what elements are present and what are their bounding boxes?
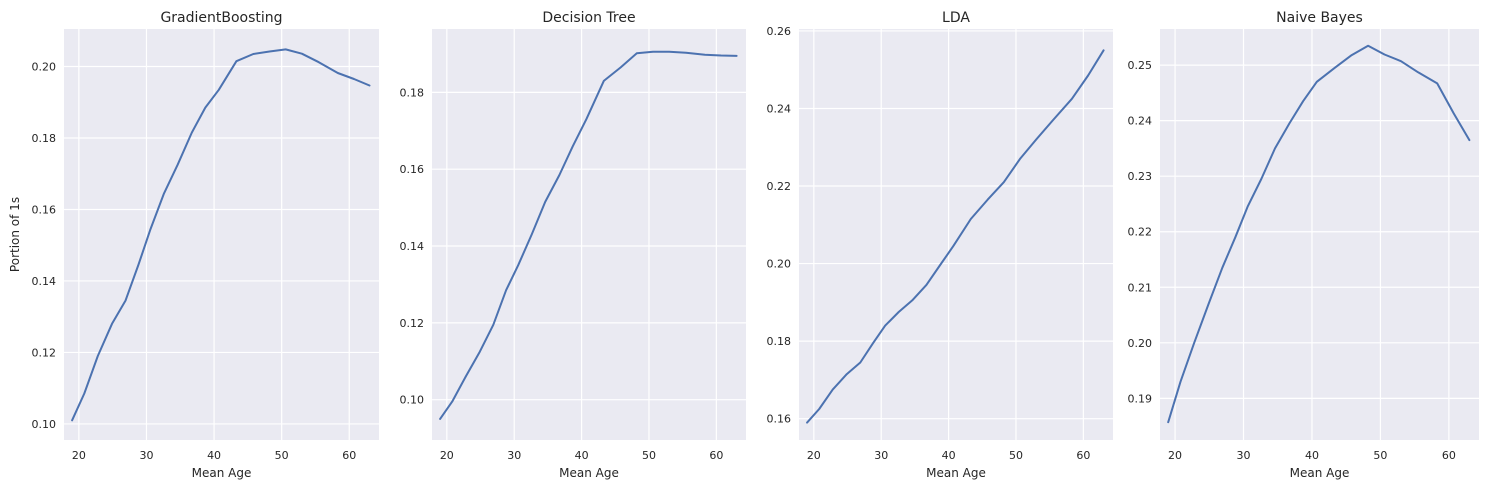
- chart-title: Decision Tree: [542, 10, 635, 26]
- y-tick-label: 0.10: [32, 418, 57, 431]
- y-tick-label: 0.24: [767, 102, 792, 115]
- y-tick-label: 0.19: [1128, 392, 1153, 405]
- chart-title: LDA: [942, 10, 970, 26]
- y-tick-label: 0.18: [32, 132, 57, 145]
- y-tick-label: 0.23: [1128, 170, 1153, 183]
- x-tick-label: 60: [342, 449, 356, 462]
- y-tick-label: 0.25: [1128, 59, 1153, 72]
- series-line: [71, 48, 371, 422]
- subplot-2: 20 30 40 50 60 0.10 0.12 0.14 0.16 0.18 Decision T…: [400, 10, 746, 480]
- chart-title: Naive Bayes: [1276, 10, 1363, 26]
- y-tick-label: 0.18: [400, 86, 425, 99]
- x-axis-label: Mean Age: [192, 466, 252, 480]
- x-tick-label: 60: [1076, 449, 1090, 462]
- series-line: [806, 49, 1105, 424]
- y-tick-label: 0.20: [767, 258, 792, 271]
- x-axis-label: Mean Age: [559, 466, 619, 480]
- x-axis-label: Mean Age: [926, 466, 986, 480]
- series-line: [439, 50, 738, 420]
- plot-area: [1160, 29, 1479, 440]
- x-tick-label: 30: [1237, 449, 1251, 462]
- y-tick-label: 0.26: [767, 25, 792, 38]
- plot-area: [799, 29, 1113, 440]
- x-axis-label: Mean Age: [1290, 466, 1350, 480]
- y-tick-label: 0.22: [1128, 226, 1153, 239]
- x-tick-label: 60: [709, 449, 723, 462]
- x-tick-label: 40: [942, 449, 956, 462]
- y-tick-label: 0.10: [400, 394, 425, 407]
- x-tick-label: 50: [275, 449, 289, 462]
- x-tick-label: 60: [1442, 449, 1456, 462]
- y-tick-label: 0.22: [767, 180, 792, 193]
- y-tick-label: 0.14: [32, 275, 57, 288]
- y-tick-label: 0.12: [400, 317, 425, 330]
- plot-area: [432, 29, 746, 440]
- y-axis-label: Portion of 1s: [8, 197, 22, 272]
- y-tick-label: 0.16: [400, 163, 425, 176]
- x-tick-label: 40: [207, 449, 221, 462]
- y-tick-label: 0.12: [32, 346, 57, 359]
- x-tick-label: 30: [507, 449, 521, 462]
- subplot-3: 20 30 40 50 60 0.16 0.18 0.20 0.22 0.24 0.26 LDA Mea…: [767, 10, 1113, 480]
- plot-area: [64, 29, 379, 440]
- y-tick-label: 0.20: [1128, 337, 1153, 350]
- y-tick-label: 0.21: [1128, 281, 1153, 294]
- x-tick-label: 50: [642, 449, 656, 462]
- x-tick-label: 20: [1168, 449, 1182, 462]
- y-tick-label: 0.14: [400, 240, 425, 253]
- y-tick-label: 0.18: [767, 335, 792, 348]
- x-tick-label: 40: [575, 449, 589, 462]
- subplot-4: 20 30 40 50 60 0.19 0.20 0.21 0.22 0.23 0.24 0.25 Na…: [1128, 10, 1479, 480]
- y-tick-label: 0.24: [1128, 115, 1153, 128]
- x-tick-label: 50: [1373, 449, 1387, 462]
- x-tick-label: 20: [807, 449, 821, 462]
- x-tick-label: 20: [72, 449, 86, 462]
- y-tick-label: 0.20: [32, 61, 57, 74]
- chart-title: GradientBoosting: [160, 10, 282, 26]
- series-line: [1167, 44, 1471, 424]
- subplot-1: 20 30 40 50 60 0.10 0.12 0.14 0.16 0.18 0.20 Gradie…: [8, 10, 379, 480]
- x-tick-label: 20: [440, 449, 454, 462]
- x-tick-label: 30: [139, 449, 153, 462]
- y-tick-label: 0.16: [32, 203, 57, 216]
- x-tick-label: 50: [1009, 449, 1023, 462]
- x-tick-label: 30: [874, 449, 888, 462]
- y-tick-label: 0.16: [767, 413, 792, 426]
- x-tick-label: 40: [1305, 449, 1319, 462]
